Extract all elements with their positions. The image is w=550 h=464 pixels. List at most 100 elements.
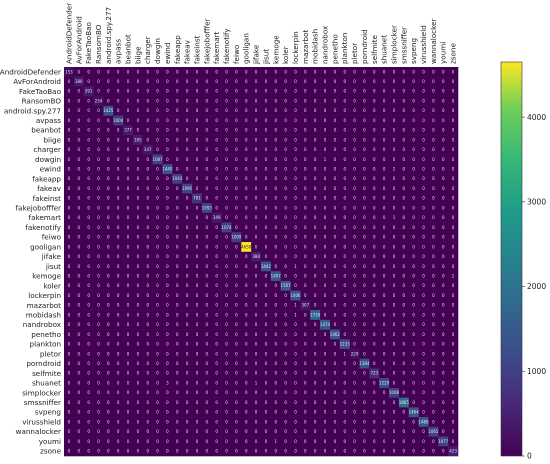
cell-value-label: 0 — [87, 400, 90, 405]
heatmap-cell — [418, 368, 429, 379]
heatmap-cell — [310, 193, 321, 204]
heatmap-cell — [162, 290, 173, 301]
cell-value-label: 0 — [452, 390, 455, 395]
heatmap-cell — [162, 125, 173, 136]
heatmap-cell — [123, 397, 134, 408]
cell-value-label: 0 — [245, 410, 248, 415]
cell-value-label: 0 — [383, 439, 386, 444]
cell-value-label: 0 — [353, 410, 356, 415]
heatmap-cell — [398, 203, 410, 214]
heatmap-cell — [231, 368, 242, 379]
heatmap-cell — [270, 387, 281, 398]
heatmap-cell — [379, 349, 390, 360]
cell-value-label: 0 — [107, 312, 110, 317]
heatmap-cell — [418, 358, 429, 369]
x-tick-label: fakeav — [183, 39, 192, 64]
cell-value-label: 0 — [87, 157, 90, 162]
heatmap-cell — [389, 86, 400, 97]
cell-value-label: 0 — [324, 419, 327, 424]
heatmap-cell — [290, 349, 301, 360]
cell-value-label: 0 — [215, 128, 218, 133]
heatmap-cell — [113, 397, 124, 408]
heatmap-cell — [103, 426, 114, 437]
cell-value-label: 0 — [196, 283, 199, 288]
cell-value-label: 0 — [137, 176, 140, 181]
y-tick-label: lockerpin — [28, 291, 61, 300]
cell-value-label: 0 — [107, 273, 110, 278]
heatmap-cell — [113, 164, 124, 175]
heatmap-cell — [231, 387, 242, 398]
heatmap-cell — [408, 76, 419, 87]
heatmap-cell — [73, 232, 84, 243]
cell-value-label: 0 — [166, 410, 169, 415]
cell-value-label: 0 — [255, 118, 258, 123]
heatmap-cell — [339, 339, 350, 350]
heatmap-cell — [162, 212, 173, 223]
cell-value-label: 0 — [383, 332, 386, 337]
heatmap-cell — [142, 144, 153, 155]
cell-value-label: 0 — [403, 322, 406, 327]
heatmap-cell — [349, 115, 360, 126]
cell-value-label: 0 — [166, 147, 169, 152]
cell-value-label: 0 — [304, 429, 307, 434]
cell-value-label: 0 — [432, 157, 435, 162]
cell-value-label: 0 — [97, 225, 100, 230]
cell-value-label: 0 — [324, 89, 327, 94]
heatmap-cell — [172, 96, 183, 107]
heatmap-cell — [132, 358, 144, 369]
heatmap-cell — [349, 144, 360, 155]
heatmap-cell — [280, 310, 291, 321]
heatmap-cell — [172, 280, 183, 291]
heatmap-cell — [152, 105, 163, 116]
heatmap-cell — [329, 203, 341, 214]
heatmap-cell — [73, 105, 84, 116]
cell-value-label: 0 — [235, 137, 238, 142]
heatmap-cell — [123, 154, 134, 165]
heatmap-cell — [280, 319, 291, 330]
heatmap-cell — [103, 251, 114, 262]
heatmap-cell — [132, 222, 144, 233]
heatmap-cell — [398, 368, 410, 379]
heatmap-cell — [428, 368, 439, 379]
cell-value-label: 0 — [156, 205, 159, 210]
heatmap-cell — [162, 135, 173, 146]
heatmap-cell — [172, 368, 183, 379]
cell-value-label: 0 — [196, 390, 199, 395]
cell-value-label: 0 — [334, 215, 337, 220]
cell-value-label: 0 — [343, 429, 346, 434]
heatmap-cell — [73, 349, 84, 360]
cell-value-label: 0 — [245, 429, 248, 434]
heatmap-cell — [438, 349, 449, 360]
cell-value-label: 0 — [156, 312, 159, 317]
cell-value-label: 0 — [304, 254, 307, 259]
cell-value-label: 0 — [127, 264, 130, 269]
cell-value-label: 0 — [255, 157, 258, 162]
heatmap-cell — [132, 251, 144, 262]
cell-value-label: 0 — [324, 225, 327, 230]
cell-value-label: 0 — [176, 147, 179, 152]
y-tick-label: mobidash — [26, 310, 61, 319]
heatmap-cell — [398, 193, 410, 204]
cell-value-label: 0 — [284, 235, 287, 240]
cell-value-label: 0 — [452, 371, 455, 376]
heatmap-cell — [339, 329, 350, 340]
heatmap-cell — [93, 319, 104, 330]
heatmap-cell — [201, 290, 213, 301]
heatmap-cell — [448, 222, 459, 233]
heatmap-cell — [359, 378, 370, 389]
cell-value-label: 0 — [422, 380, 425, 385]
cell-value-label: 0 — [166, 176, 169, 181]
cell-value-label: 0 — [363, 235, 366, 240]
cell-value-label: 0 — [176, 235, 179, 240]
cell-value-label: 0 — [215, 244, 218, 249]
cell-value-label: 0 — [87, 254, 90, 259]
heatmap-cell — [113, 446, 124, 457]
cell-value-label: 0 — [265, 342, 268, 347]
heatmap-cell — [418, 144, 429, 155]
y-tick-label: AvForAndroid — [13, 77, 61, 86]
heatmap-cell — [379, 319, 390, 330]
heatmap-cell — [329, 407, 341, 418]
cell-value-label: 0 — [393, 89, 396, 94]
cell-value-label: 0 — [422, 108, 425, 113]
cell-value-label: 0 — [215, 371, 218, 376]
